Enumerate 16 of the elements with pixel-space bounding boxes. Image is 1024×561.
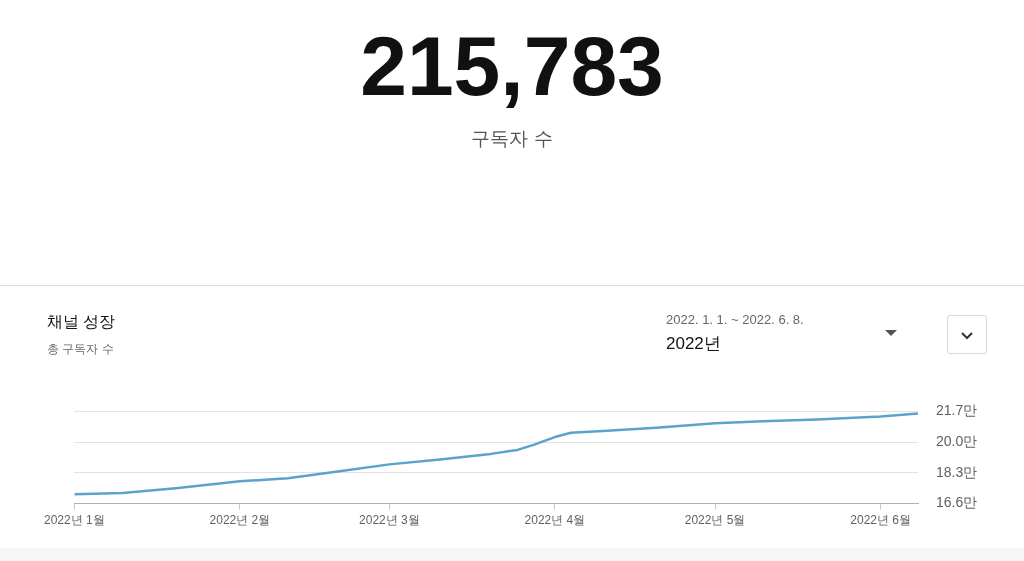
text: 215,783 (359, 18, 665, 115)
chart-title: 채널 성장 (47, 312, 116, 332)
y-tick-label: 20.0만 (936, 432, 978, 449)
text: 2022년 (666, 333, 721, 355)
x-tick-label: 2022년 6월 (850, 513, 911, 528)
x-tick-label: 2022년 5월 (684, 513, 746, 528)
x-tick-label: 2022년 1월 (44, 513, 105, 528)
chart-subtitle: 총 구독자 수 (47, 341, 114, 358)
text: 구독자 수 (470, 127, 554, 151)
text: 2022. 1. 1. ~ 2022. 6. 8. (666, 312, 804, 327)
y-tick-label: 18.3만 (936, 463, 978, 480)
x-tick-label: 2022년 4월 (524, 513, 586, 528)
y-tick-label: 21.7만 (936, 402, 978, 419)
x-tick-label: 2022년 3월 (359, 513, 420, 528)
y-tick-label: 16.6만 (936, 494, 978, 511)
x-tick-label: 2022년 2월 (209, 513, 271, 528)
